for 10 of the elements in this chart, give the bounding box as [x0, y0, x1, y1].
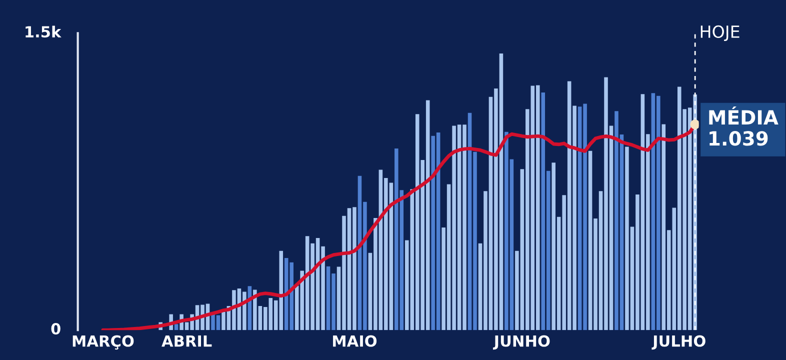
bar [174, 324, 178, 330]
x-tick-label: JUNHO [492, 335, 550, 350]
text: MÉDIA 1.039 [709, 106, 778, 146]
y-tick-label: 1.5k [26, 26, 62, 38]
x-tick-label: JULHO [652, 335, 706, 350]
y-tick-label: 0 [51, 322, 60, 335]
text: HOJE [700, 25, 740, 42]
x-tick-label: MAIO [333, 335, 377, 347]
x-tick-label: ABRIL [162, 335, 212, 347]
x-tick-label: MARÇO [72, 335, 134, 350]
